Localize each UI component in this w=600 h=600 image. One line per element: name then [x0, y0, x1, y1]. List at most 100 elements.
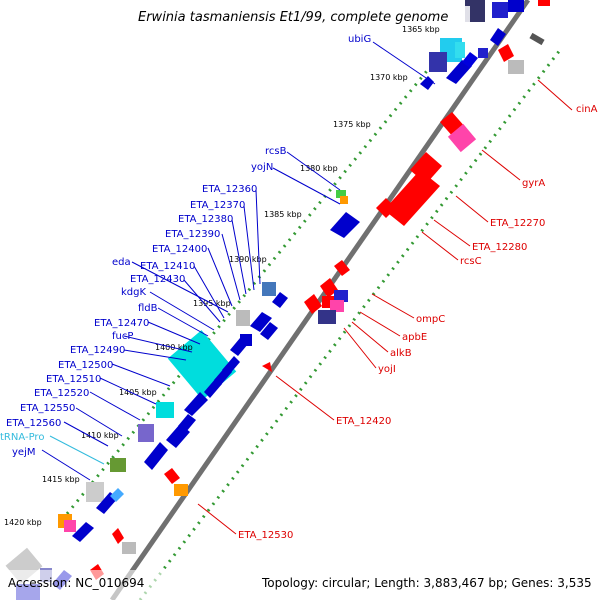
- gene-arrow[interactable]: [262, 362, 272, 372]
- gene-arrow[interactable]: [498, 44, 514, 62]
- gene-label[interactable]: alkB: [390, 348, 412, 359]
- gene-label[interactable]: yojN: [251, 162, 273, 173]
- gene-block[interactable]: [330, 300, 344, 312]
- gene-label[interactable]: tRNA-Pro: [0, 432, 44, 443]
- leader-line: [372, 41, 436, 85]
- forward-leader-lines: [41, 41, 436, 481]
- gene-label[interactable]: fucP: [112, 331, 133, 342]
- gene-arrow[interactable]: [144, 442, 168, 470]
- gene-block[interactable]: [64, 520, 76, 532]
- gene-label[interactable]: ETA_12550: [20, 403, 75, 414]
- gene-block[interactable]: [334, 290, 348, 302]
- gene-label[interactable]: ETA_12490: [70, 345, 125, 356]
- gene-block[interactable]: [318, 310, 336, 324]
- gene-arrow[interactable]: [320, 278, 338, 298]
- gene-arrow[interactable]: [230, 338, 248, 356]
- gene-arrow[interactable]: [376, 198, 396, 218]
- gene-label[interactable]: gyrA: [522, 178, 545, 189]
- gene-label[interactable]: kdgK: [121, 287, 146, 298]
- gene-label[interactable]: ETA_12370: [190, 200, 245, 211]
- gene-arrow[interactable]: [178, 414, 196, 432]
- footer-backdrop: [0, 570, 600, 600]
- leader-line: [207, 247, 233, 307]
- gene-label[interactable]: ETA_12420: [336, 416, 391, 427]
- leader-line: [193, 265, 225, 319]
- leader-line: [123, 349, 187, 361]
- leader-line: [197, 503, 237, 535]
- gene-label[interactable]: ETA_12280: [472, 242, 527, 253]
- gene-label[interactable]: ubiG: [348, 34, 371, 45]
- gene-block[interactable]: [508, 60, 524, 74]
- gene-label[interactable]: apbE: [402, 332, 427, 343]
- leader-line: [123, 335, 193, 353]
- gene-block[interactable]: [262, 282, 276, 296]
- gene-block[interactable]: [174, 484, 188, 496]
- gene-block[interactable]: [138, 424, 154, 442]
- gene-label[interactable]: ETA_12360: [202, 184, 257, 195]
- gene-block[interactable]: [340, 196, 348, 204]
- gene-label[interactable]: rcsB: [265, 146, 287, 157]
- gene-block[interactable]: [478, 48, 488, 58]
- gene-arrow[interactable]: [184, 392, 208, 416]
- gene-block[interactable]: [336, 190, 346, 198]
- gene-arrow[interactable]: [260, 322, 278, 340]
- gene-block[interactable]: [167, 330, 237, 400]
- gene-block[interactable]: [455, 42, 465, 58]
- gene-label[interactable]: yojI: [378, 364, 396, 375]
- gene-label[interactable]: yejM: [12, 447, 35, 458]
- leader-line: [131, 261, 229, 313]
- gene-label[interactable]: ETA_12520: [34, 388, 89, 399]
- gene-block[interactable]: [508, 0, 524, 12]
- gene-label[interactable]: ompC: [416, 314, 445, 325]
- gene-arrow[interactable]: [304, 294, 322, 314]
- tick-label: 1405 kbp: [119, 388, 157, 397]
- outer-tick-line: [60, 39, 454, 521]
- gene-label[interactable]: ETA_12410: [140, 261, 195, 272]
- gene-block[interactable]: [538, 0, 550, 6]
- gene-label[interactable]: ETA_12390: [165, 229, 220, 240]
- gene-arrow[interactable]: [446, 60, 472, 84]
- gene-label[interactable]: cinA: [576, 104, 598, 115]
- gene-arrow[interactable]: [462, 52, 478, 68]
- leader-line: [111, 363, 171, 387]
- gene-arrow[interactable]: [420, 76, 434, 90]
- leader-line: [481, 149, 521, 181]
- gene-block[interactable]: [236, 310, 250, 326]
- gene-block[interactable]: [86, 482, 104, 502]
- gene-block[interactable]: [122, 542, 136, 554]
- gene-arrow[interactable]: [490, 28, 506, 46]
- gene-arrow[interactable]: [410, 152, 442, 184]
- gene-block[interactable]: [492, 2, 508, 18]
- gene-block[interactable]: [429, 52, 447, 72]
- gene-label[interactable]: ETA_12500: [58, 360, 113, 371]
- gene-arrow[interactable]: [272, 292, 288, 308]
- gene-label[interactable]: eda: [112, 257, 131, 268]
- gene-block[interactable]: [156, 402, 174, 418]
- gene-arrow[interactable]: [204, 378, 222, 398]
- gene-label[interactable]: rcsC: [460, 256, 482, 267]
- gene-arrow[interactable]: [250, 312, 272, 332]
- gene-label[interactable]: ETA_12530: [238, 530, 293, 541]
- gene-block[interactable]: [110, 458, 126, 472]
- gene-block[interactable]: [529, 32, 545, 46]
- leader-line: [63, 421, 109, 447]
- gene-label[interactable]: ETA_12400: [152, 244, 207, 255]
- gene-arrow[interactable]: [334, 260, 350, 276]
- gene-label[interactable]: ETA_12560: [6, 418, 61, 429]
- gene-label[interactable]: ETA_12430: [130, 274, 185, 285]
- gene-label[interactable]: ETA_12510: [46, 374, 101, 385]
- gene-block[interactable]: [447, 123, 477, 153]
- gene-arrow[interactable]: [164, 468, 180, 484]
- gene-arrow[interactable]: [110, 488, 124, 502]
- gene-label[interactable]: ETA_12380: [178, 214, 233, 225]
- leader-line: [433, 219, 471, 247]
- gene-arrow[interactable]: [72, 522, 94, 542]
- gene-arrow[interactable]: [330, 212, 360, 238]
- gene-label[interactable]: ETA_12270: [490, 218, 545, 229]
- gene-arrow[interactable]: [112, 528, 124, 544]
- gene-label[interactable]: ETA_12470: [94, 318, 149, 329]
- tick-label: 1415 kbp: [42, 475, 80, 484]
- gene-label[interactable]: fldB: [138, 303, 158, 314]
